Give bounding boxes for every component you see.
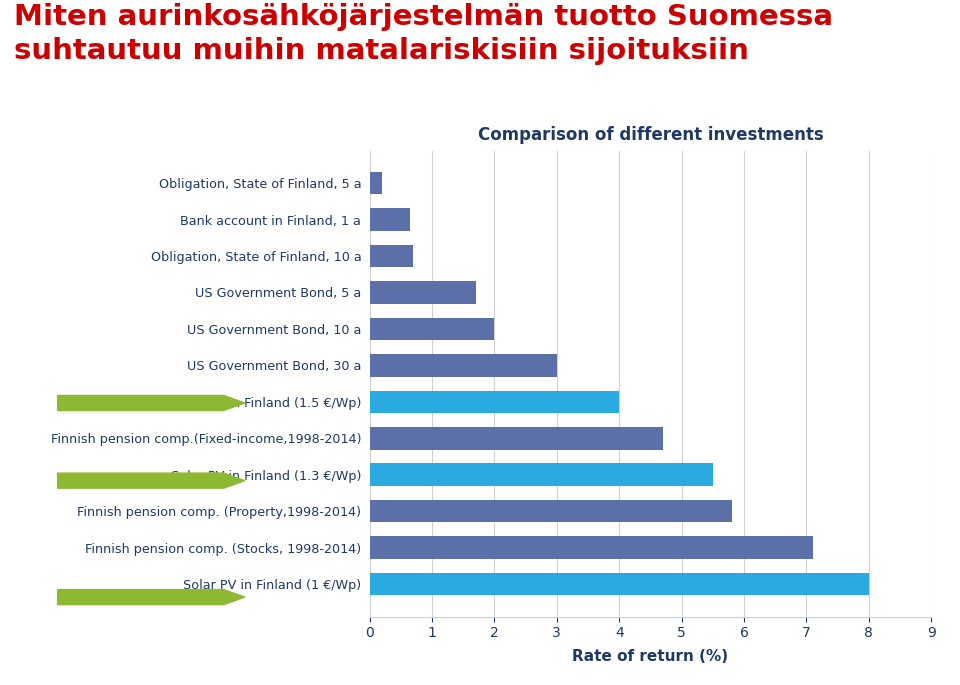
Bar	[370, 282, 476, 303]
Bar	[370, 318, 494, 340]
Bar	[370, 245, 414, 267]
Bar	[370, 573, 869, 595]
Text: Miten aurinkosähköjärjestelmän tuotto Suomessa
suhtautuu muihin matalariskisiin : Miten aurinkosähköjärjestelmän tuotto Su…	[14, 3, 833, 65]
Bar	[370, 427, 662, 449]
Bar	[370, 390, 619, 413]
Bar	[370, 172, 382, 195]
Bar	[370, 536, 812, 559]
Text: Lappeenranta University of Technology: Lappeenranta University of Technology	[222, 645, 738, 671]
Bar	[370, 500, 732, 523]
Bar	[370, 354, 557, 377]
Bar	[370, 464, 712, 486]
X-axis label: Rate of return (%): Rate of return (%)	[572, 649, 729, 664]
Bar	[370, 208, 410, 231]
Title: Comparison of different investments: Comparison of different investments	[477, 125, 824, 144]
